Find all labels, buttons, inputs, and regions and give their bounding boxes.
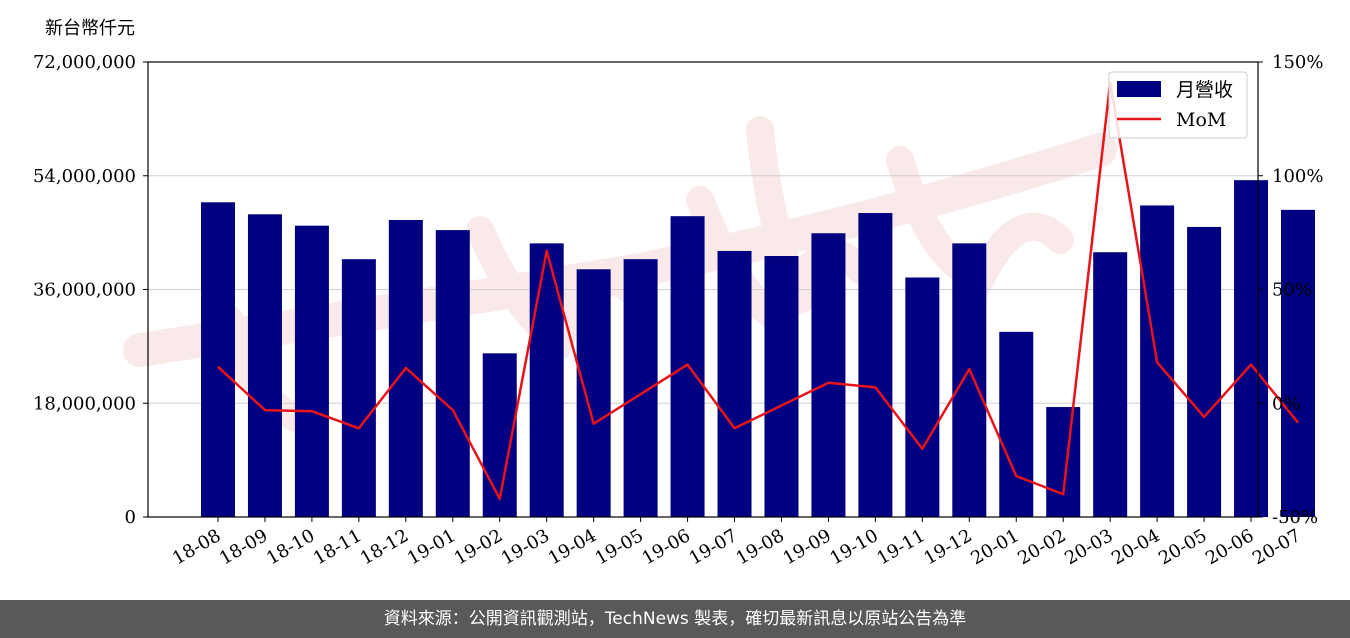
source-footer: 資料來源：公開資訊觀測站，TechNews 製表，確切最新訊息以原站公告為準 — [0, 600, 1350, 638]
x-axis-tick-label: 19-03 — [498, 525, 553, 569]
mom-point — [968, 368, 970, 370]
right-axis-tick-label: 50% — [1272, 280, 1312, 301]
revenue-bar — [717, 250, 752, 517]
mom-point — [734, 427, 736, 429]
mom-point — [1250, 364, 1252, 366]
mom-point — [1203, 416, 1205, 418]
mom-point — [780, 405, 782, 407]
x-axis: 18-0818-0918-1018-1118-1219-0119-0219-03… — [169, 517, 1305, 569]
x-axis-tick-label: 20-02 — [1014, 525, 1069, 569]
legend-bar-swatch — [1117, 81, 1161, 97]
x-axis-tick-label: 18-10 — [263, 525, 318, 569]
left-axis-tick-label: 72,000,000 — [33, 52, 136, 73]
x-axis-tick-label: 20-03 — [1061, 525, 1116, 569]
legend: 月營收 MoM — [1108, 71, 1248, 139]
left-axis-tick-label: 54,000,000 — [33, 166, 136, 187]
x-axis-tick-label: 20-05 — [1155, 525, 1210, 569]
mom-point — [311, 410, 313, 412]
x-axis-tick-label: 19-01 — [404, 525, 459, 569]
left-axis-tick-label: 36,000,000 — [33, 280, 136, 301]
x-axis-tick-label: 20-07 — [1249, 525, 1304, 569]
x-axis-tick-label: 19-07 — [686, 525, 741, 569]
mom-point — [452, 409, 454, 411]
x-axis-tick-label: 19-06 — [639, 525, 694, 569]
revenue-bar — [201, 202, 235, 517]
mom-point — [1156, 361, 1158, 363]
revenue-bar — [858, 213, 893, 517]
right-axis-tick-label: 100% — [1272, 166, 1323, 187]
revenue-bar — [1093, 252, 1128, 517]
x-axis-tick-label: 19-05 — [592, 525, 647, 569]
mom-point — [593, 423, 595, 425]
mom-point — [874, 386, 876, 388]
mom-point — [827, 382, 829, 384]
x-axis-tick-label: 20-01 — [967, 525, 1022, 569]
mom-point — [640, 393, 642, 395]
x-axis-tick-label: 19-08 — [733, 525, 788, 569]
x-axis-tick-label: 19-10 — [826, 525, 881, 569]
left-axis-tick-label: 0 — [125, 507, 136, 528]
right-axis-tick-label: 0% — [1272, 393, 1301, 414]
revenue-bar — [529, 243, 564, 518]
x-axis-tick-label: 19-11 — [873, 525, 928, 569]
revenue-bar — [247, 214, 282, 517]
mom-point — [358, 427, 360, 429]
left-axis-unit: 新台幣仟元 — [45, 18, 135, 39]
mom-point — [264, 409, 266, 411]
revenue-bar — [905, 277, 940, 517]
revenue-bar — [952, 243, 987, 518]
mom-point — [1297, 422, 1299, 424]
x-axis-tick-label: 20-04 — [1108, 525, 1163, 569]
revenue-bar — [764, 256, 799, 517]
revenue-bar — [811, 233, 846, 517]
x-axis-tick-label: 18-11 — [310, 525, 365, 569]
right-axis-tick-label: 150% — [1272, 52, 1323, 73]
left-axis: 0 18,000,000 36,000,000 54,000,000 72,000,00… — [33, 52, 148, 528]
revenue-bar — [294, 225, 329, 517]
revenue-chart: 0 18,000,000 36,000,000 54,000,000 72,000,00… — [33, 18, 1324, 569]
left-axis-tick-label: 18,000,000 — [33, 393, 136, 414]
x-axis-tick-label: 19-02 — [451, 525, 506, 569]
revenue-bar — [576, 269, 611, 517]
mom-point — [1015, 475, 1017, 477]
x-axis-tick-label: 20-06 — [1202, 525, 1257, 569]
legend-label-revenue: 月營收 — [1176, 79, 1233, 101]
revenue-bar — [1187, 226, 1222, 517]
revenue-bar — [1281, 209, 1315, 517]
revenue-bar — [341, 259, 376, 517]
mom-point — [687, 364, 689, 366]
legend-label-mom: MoM — [1176, 109, 1226, 131]
right-axis-tick-label: -50% — [1272, 507, 1318, 528]
mom-point — [217, 366, 219, 368]
revenue-bar — [1234, 180, 1269, 517]
bars — [201, 180, 1315, 518]
mom-point — [546, 250, 548, 252]
revenue-bar — [435, 230, 470, 517]
x-axis-tick-label: 18-09 — [216, 525, 271, 569]
right-axis: -50% 0% 50% 100% 150% — [1258, 52, 1323, 528]
x-axis-tick-label: 19-04 — [545, 525, 600, 569]
revenue-bar — [999, 331, 1034, 517]
mom-point — [921, 448, 923, 450]
x-axis-tick-label: 18-12 — [357, 525, 412, 569]
revenue-bar — [1046, 407, 1081, 517]
x-axis-tick-label: 19-09 — [779, 525, 834, 569]
x-axis-tick-label: 18-08 — [169, 525, 224, 569]
mom-point — [405, 367, 407, 369]
mom-point — [499, 498, 501, 500]
mom-point — [1062, 493, 1064, 495]
x-axis-tick-label: 19-12 — [920, 525, 975, 569]
